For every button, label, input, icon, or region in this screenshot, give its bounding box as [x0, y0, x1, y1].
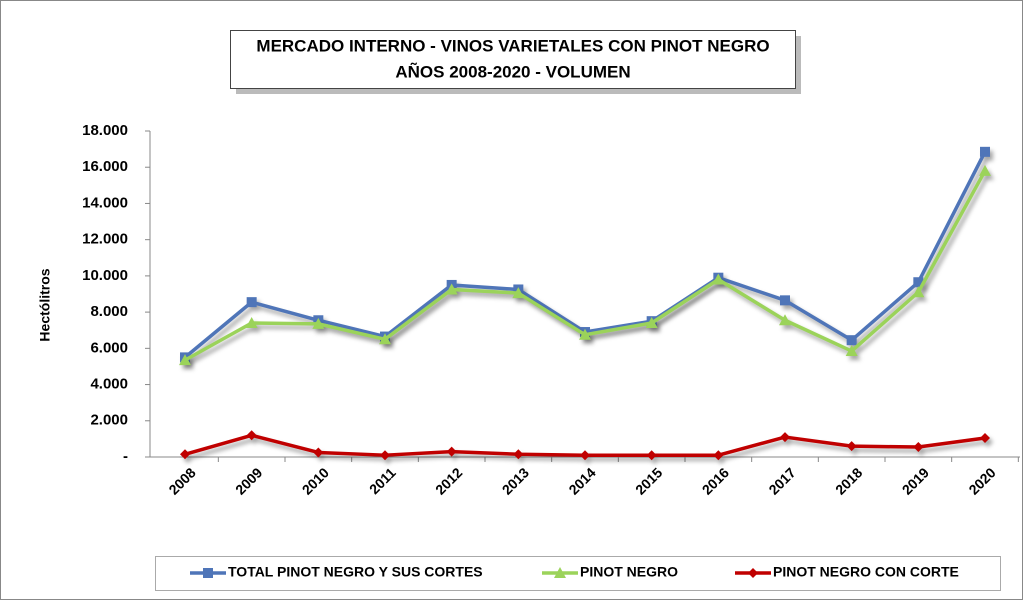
chart-title: MERCADO INTERNO - VINOS VARIETALES CON P… [256, 36, 769, 55]
y-tick-label: - [123, 448, 128, 465]
legend-marker [554, 567, 566, 578]
legend-label: TOTAL PINOT NEGRO Y SUS CORTES [228, 564, 483, 580]
point [513, 449, 524, 460]
point [313, 447, 324, 458]
point [712, 273, 725, 285]
point [180, 449, 190, 460]
point [645, 316, 658, 328]
title-box [230, 30, 796, 89]
y-axis-label: Hectólitros [37, 268, 53, 341]
point [846, 441, 857, 452]
point [445, 283, 458, 295]
point [380, 450, 390, 461]
point [580, 450, 590, 461]
point [912, 286, 925, 298]
chart-subtitle: AÑOS 2008-2020 - VOLUMEN [395, 61, 630, 81]
point [980, 146, 990, 157]
point [846, 335, 857, 346]
y-tick-label: 16.000 [82, 158, 128, 175]
y-tick-label: 2.000 [90, 412, 128, 429]
legend-label: PINOT NEGRO [580, 564, 678, 580]
y-tick-label: 10.000 [82, 267, 128, 284]
point [779, 314, 791, 326]
y-tick-label: 12.000 [82, 231, 128, 248]
series [180, 430, 990, 461]
point [179, 354, 191, 366]
legend-marker [203, 568, 213, 578]
point [913, 277, 924, 288]
y-tick-label: 4.000 [90, 376, 128, 393]
point [979, 164, 991, 176]
point [512, 287, 525, 299]
point [312, 317, 325, 329]
y-tick-label: 14.000 [82, 194, 128, 211]
point [646, 450, 657, 461]
legend-label: PINOT NEGRO CON CORTE [773, 564, 959, 580]
legend-marker [748, 568, 758, 578]
y-tick-label: 8.000 [90, 303, 128, 320]
point [713, 450, 724, 461]
point [246, 297, 257, 308]
point [579, 328, 591, 340]
series [179, 164, 991, 366]
point [913, 442, 924, 453]
point [379, 333, 391, 345]
point [245, 316, 258, 328]
point [980, 432, 990, 443]
point [446, 446, 457, 457]
y-tick-label: 18.000 [82, 122, 128, 139]
point [246, 430, 257, 441]
point [780, 432, 790, 443]
y-tick-label: 6.000 [90, 339, 128, 356]
point [845, 345, 858, 357]
point [780, 295, 790, 306]
